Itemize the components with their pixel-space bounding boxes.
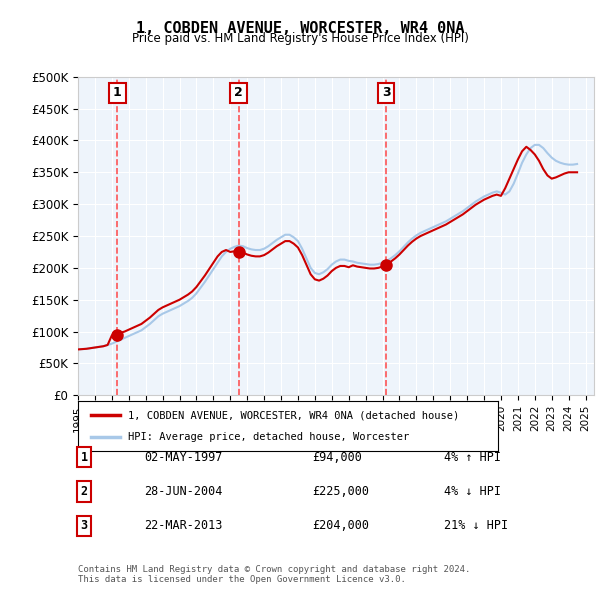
Text: 2: 2	[80, 485, 88, 498]
Text: 1, COBDEN AVENUE, WORCESTER, WR4 0NA (detached house): 1, COBDEN AVENUE, WORCESTER, WR4 0NA (de…	[128, 410, 460, 420]
Text: Contains HM Land Registry data © Crown copyright and database right 2024.
This d: Contains HM Land Registry data © Crown c…	[78, 565, 470, 584]
Text: 1: 1	[113, 86, 122, 99]
Text: Price paid vs. HM Land Registry's House Price Index (HPI): Price paid vs. HM Land Registry's House …	[131, 32, 469, 45]
Text: £225,000: £225,000	[312, 485, 369, 498]
Text: £94,000: £94,000	[312, 451, 362, 464]
Text: 02-MAY-1997: 02-MAY-1997	[144, 451, 223, 464]
Text: 28-JUN-2004: 28-JUN-2004	[144, 485, 223, 498]
Text: 1, COBDEN AVENUE, WORCESTER, WR4 0NA: 1, COBDEN AVENUE, WORCESTER, WR4 0NA	[136, 21, 464, 35]
Text: 1: 1	[80, 451, 88, 464]
Text: 2: 2	[234, 86, 243, 99]
Text: £204,000: £204,000	[312, 519, 369, 532]
Text: 3: 3	[382, 86, 391, 99]
Text: 21% ↓ HPI: 21% ↓ HPI	[444, 519, 508, 532]
Text: 22-MAR-2013: 22-MAR-2013	[144, 519, 223, 532]
Text: HPI: Average price, detached house, Worcester: HPI: Average price, detached house, Worc…	[128, 432, 410, 442]
Text: 3: 3	[80, 519, 88, 532]
Text: 4% ↑ HPI: 4% ↑ HPI	[444, 451, 501, 464]
Text: 4% ↓ HPI: 4% ↓ HPI	[444, 485, 501, 498]
